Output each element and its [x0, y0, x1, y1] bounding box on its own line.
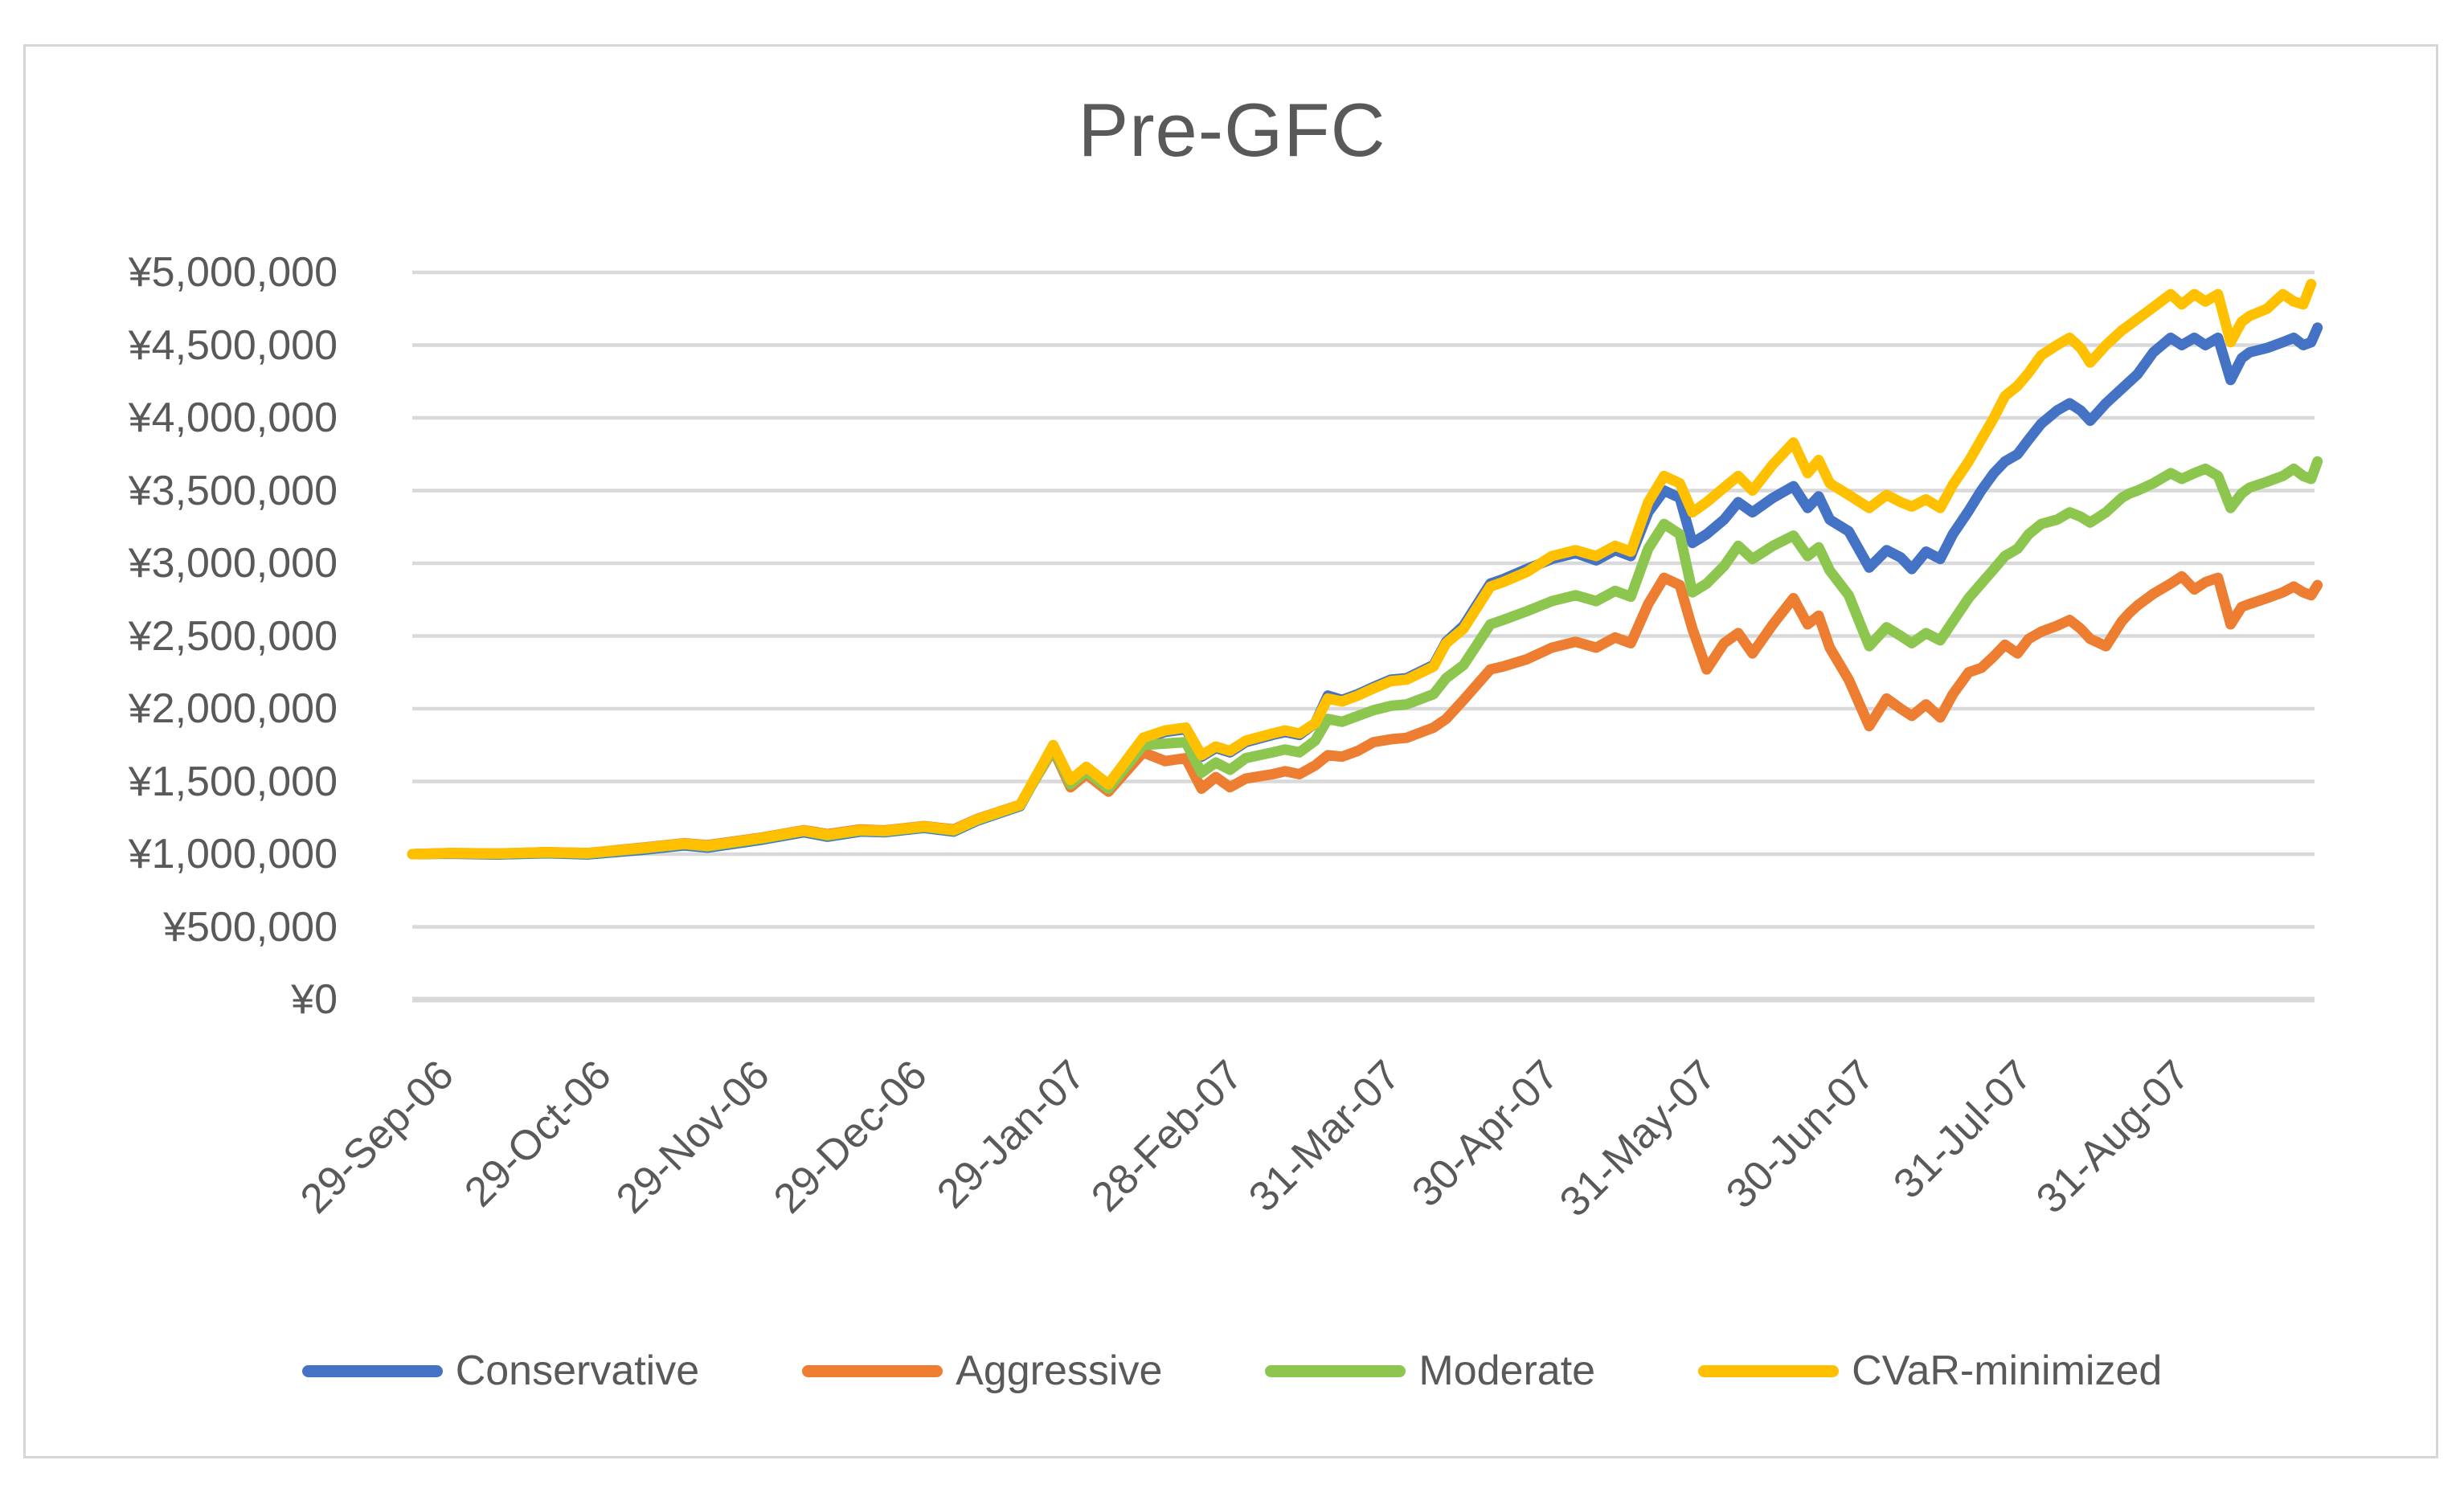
y-tick-label: ¥2,500,000 [128, 612, 338, 660]
legend-label: Conservative [455, 1348, 700, 1394]
y-tick-label: ¥2,000,000 [128, 685, 338, 732]
legend-swatch-icon [301, 1364, 443, 1377]
legend-swatch-icon [1265, 1364, 1406, 1377]
legend-item-cvar-minimized: CVaR-minimized [1698, 1347, 2162, 1395]
legend-item-moderate: Moderate [1265, 1347, 1595, 1395]
y-tick-label: ¥1,000,000 [128, 831, 338, 877]
chart-title: Pre-GFC [1078, 88, 1386, 172]
legend-item-conservative: Conservative [301, 1347, 700, 1395]
y-tick-label: ¥0 [291, 976, 338, 1023]
legend-swatch-icon [802, 1364, 943, 1377]
series-line-cvar-minimized [407, 279, 2317, 860]
y-tick-label: ¥1,500,000 [128, 758, 338, 805]
y-tick-label: ¥5,000,000 [128, 249, 338, 296]
series-line-conservative [407, 322, 2323, 860]
y-tick-label: ¥3,500,000 [128, 467, 338, 514]
legend-label: Moderate [1418, 1348, 1596, 1394]
legend-item-aggressive: Aggressive [802, 1347, 1162, 1395]
y-tick-label: ¥4,500,000 [128, 321, 338, 369]
legend-label: CVaR-minimized [1852, 1348, 2163, 1394]
legend-swatch-icon [1698, 1364, 1840, 1377]
y-tick-label: ¥500,000 [163, 903, 338, 951]
y-tick-label: ¥4,000,000 [128, 395, 338, 441]
legend: Conservative Aggressive Moderate CVaR-minim… [0, 1347, 2464, 1395]
series-line-moderate [407, 456, 2323, 860]
legend-label: Aggressive [956, 1348, 1163, 1394]
y-tick-label: ¥3,000,000 [128, 540, 338, 587]
